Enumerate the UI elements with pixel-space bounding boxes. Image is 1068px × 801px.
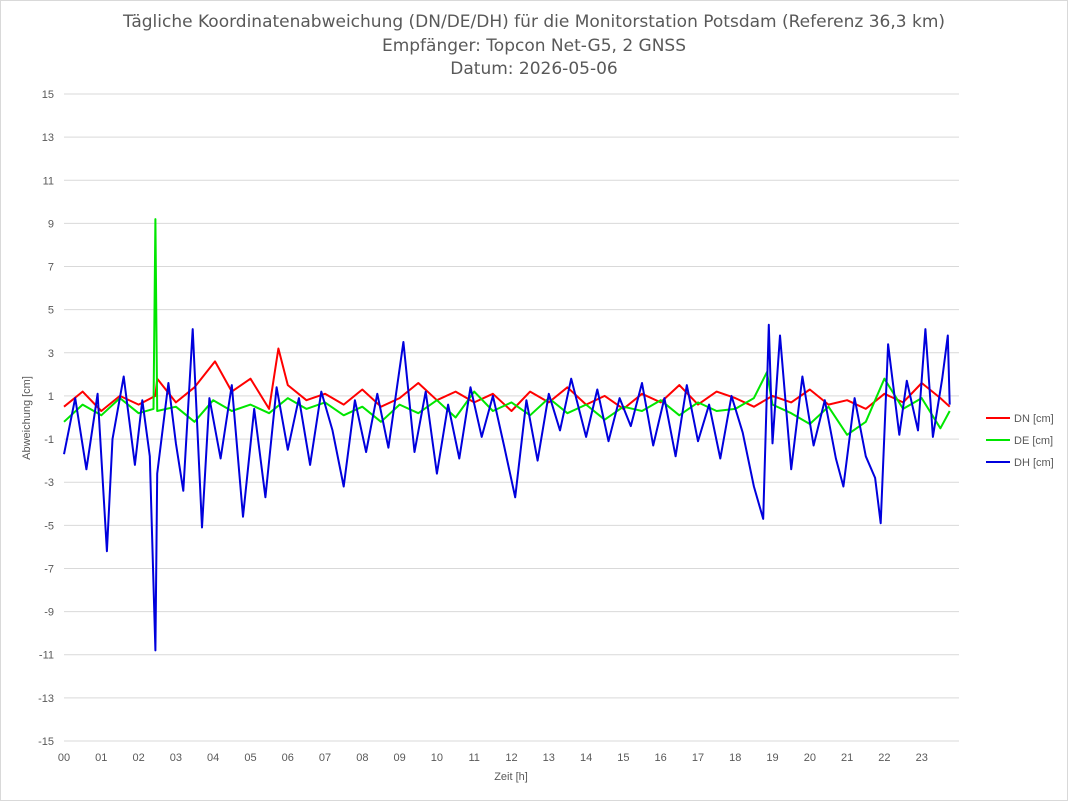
y-tick-label-4: -7 [44, 563, 54, 575]
x-tick-label-6: 06 [282, 752, 294, 764]
chart-title: Tägliche Koordinatenabweichung (DN/DE/DH… [122, 12, 946, 32]
x-tick-label-19: 19 [766, 752, 778, 764]
y-tick-label-9: 3 [48, 348, 54, 360]
legend-label-0: DN [cm] [1014, 413, 1054, 425]
x-tick-label-11: 11 [468, 752, 479, 764]
legend-label-2: DH [cm] [1014, 457, 1054, 469]
y-tick-label-3: -9 [44, 607, 54, 619]
y-tick-label-15: 15 [42, 89, 54, 101]
y-tick-label-14: 13 [42, 132, 54, 144]
y-tick-label-6: -3 [44, 477, 54, 489]
x-tick-label-8: 08 [356, 752, 368, 764]
x-tick-label-9: 09 [394, 752, 406, 764]
y-tick-label-2: -11 [39, 650, 54, 662]
x-tick-label-1: 01 [95, 752, 107, 764]
y-tick-label-8: 1 [48, 391, 54, 403]
x-tick-label-20: 20 [804, 752, 816, 764]
x-tick-label-17: 17 [692, 752, 704, 764]
x-tick-label-12: 12 [505, 752, 517, 764]
series-line-1 [63, 218, 951, 436]
x-tick-label-2: 02 [132, 752, 144, 764]
x-tick-label-3: 03 [170, 752, 182, 764]
x-tick-labels: 00 01 02 03 04 05 06 07 08 09 10 11 12 13 14 15 16 17 18 19… [58, 752, 928, 764]
x-tick-label-15: 15 [617, 752, 629, 764]
x-tick-label-22: 22 [878, 752, 890, 764]
x-tick-label-21: 21 [841, 752, 853, 764]
x-tick-label-23: 23 [916, 752, 928, 764]
y-tick-label-5: -5 [44, 520, 54, 532]
x-tick-label-18: 18 [729, 752, 741, 764]
y-tick-label-13: 11 [43, 175, 54, 187]
x-tick-label-13: 13 [543, 752, 555, 764]
legend-label-1: DE [cm] [1014, 435, 1053, 447]
x-tick-label-16: 16 [655, 752, 667, 764]
series-line-0 [63, 347, 951, 412]
y-axis-label: Abweichung [cm] [21, 376, 33, 460]
x-tick-label-10: 10 [431, 752, 443, 764]
x-tick-label-4: 04 [207, 752, 219, 764]
x-tick-label-0: 00 [58, 752, 70, 764]
y-tick-label-1: -13 [38, 693, 54, 705]
x-tick-label-14: 14 [580, 752, 592, 764]
x-axis-label: Zeit [h] [494, 771, 528, 783]
y-tick-label-10: 5 [48, 305, 54, 317]
y-tick-label-11: 7 [48, 262, 54, 274]
x-tick-label-7: 07 [319, 752, 331, 764]
y-tick-label-12: 9 [48, 218, 54, 230]
series-lines [63, 218, 951, 652]
x-tick-label-5: 05 [244, 752, 256, 764]
series-line-2 [63, 323, 951, 652]
y-tick-label-7: -1 [44, 434, 54, 446]
grid-lines [64, 93, 959, 742]
y-tick-label-0: -15 [38, 736, 54, 748]
chart-date: Datum: 2026-05-06 [450, 59, 618, 79]
chart-subtitle: Empfänger: Topcon Net-G5, 2 GNSS [381, 36, 687, 56]
legend: DN [cm] DE [cm] DH [cm] [986, 413, 1054, 469]
